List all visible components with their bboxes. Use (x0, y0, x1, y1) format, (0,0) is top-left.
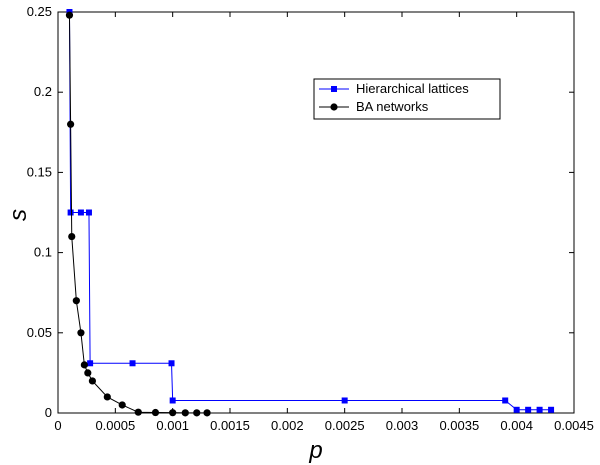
axis-ticks: 0 0.0005 0.001 0.0015 0.002 0.0025 0.003 0.0035… (27, 4, 594, 433)
data-point-circle (134, 408, 142, 416)
data-point-circle (181, 409, 189, 417)
data-point-circle (84, 369, 92, 377)
y-tick-label: 0 (45, 405, 52, 420)
data-point-square (168, 360, 175, 367)
data-point-square (536, 406, 543, 413)
data-point-circle (118, 401, 126, 409)
y-tick-label: 0.25 (27, 4, 52, 19)
series-line-1 (68, 15, 208, 414)
legend-marker-ba (330, 103, 338, 111)
x-tick-label: 0.0045 (554, 418, 594, 433)
data-point-circle (68, 232, 76, 241)
data-point-circle (72, 297, 80, 305)
plot-frame (57, 11, 575, 414)
y-tick-label: 0.15 (27, 164, 52, 179)
series-layer (65, 9, 555, 417)
data-point-square (169, 397, 176, 404)
legend: Hierarchical lattices BA networks (313, 78, 501, 120)
y-tick-label: 0.05 (27, 325, 52, 340)
data-point-circle (103, 393, 111, 401)
data-point-square (548, 406, 555, 413)
x-tick-label: 0.003 (386, 418, 419, 433)
data-point-circle (151, 408, 160, 417)
legend-box (313, 78, 501, 120)
x-tick-label: 0.0025 (325, 418, 365, 433)
data-point-circle (80, 361, 88, 369)
x-tick-label: 0.0035 (439, 418, 479, 433)
legend-marker-hierarchical (331, 86, 337, 92)
data-point-square (129, 360, 136, 367)
data-point-circle (67, 120, 75, 128)
data-point-circle (169, 409, 177, 417)
data-point-circle (77, 329, 85, 337)
data-point-square (67, 209, 74, 216)
x-tick-label: 0 (54, 418, 61, 433)
y-axis-label: s (5, 209, 32, 221)
y-tick-label: 0.1 (34, 245, 52, 260)
x-tick-label: 0.0005 (95, 418, 135, 433)
x-tick-label: 0.004 (500, 418, 533, 433)
legend-label-hierarchical: Hierarchical lattices (356, 81, 469, 96)
x-tick-label: 0.0015 (210, 418, 250, 433)
data-point-circle (203, 409, 211, 417)
data-point-square (77, 209, 84, 216)
data-point-square (513, 406, 520, 413)
data-point-square (85, 209, 92, 216)
data-point-square (341, 397, 348, 404)
data-point-square (502, 397, 509, 404)
x-tick-label: 0.001 (156, 418, 189, 433)
y-tick-label: 0.2 (34, 84, 52, 99)
data-point-circle (88, 377, 96, 385)
data-point-square (87, 360, 94, 367)
data-point-square (525, 406, 532, 413)
x-tick-label: 0.002 (271, 418, 304, 433)
legend-label-ba: BA networks (356, 99, 429, 114)
data-point-circle (193, 409, 201, 417)
data-point-circle (65, 11, 74, 19)
x-axis-label: p (308, 437, 322, 464)
